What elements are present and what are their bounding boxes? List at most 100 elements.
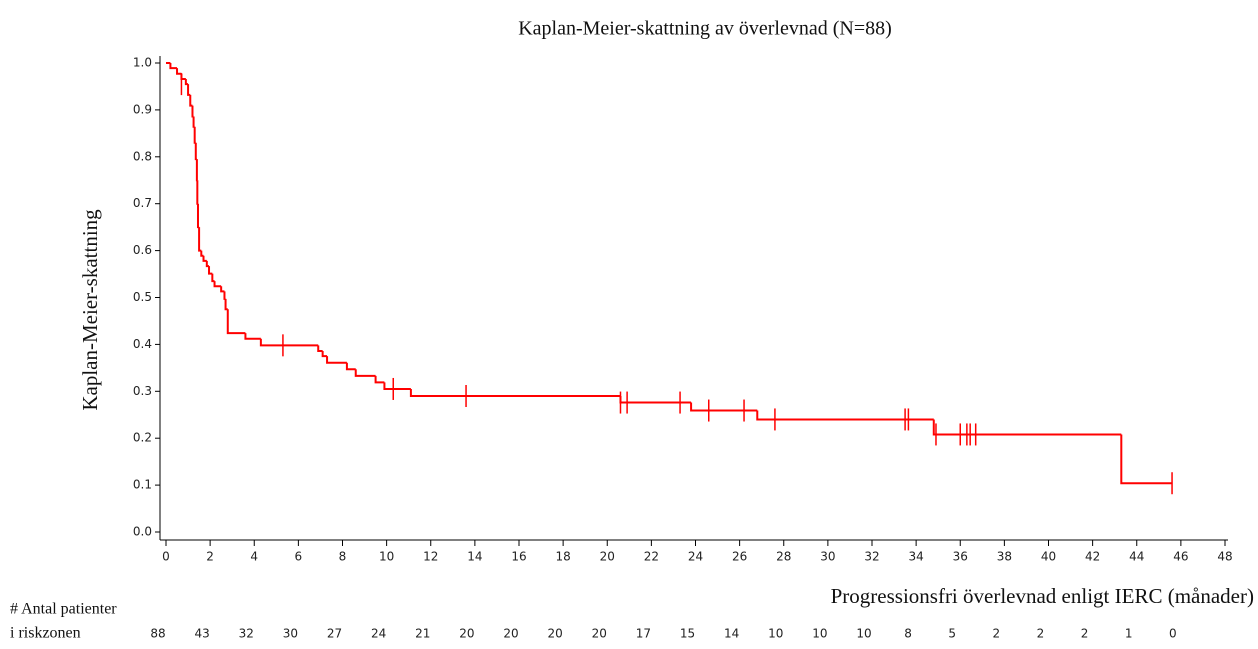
at-risk-count: 88 xyxy=(150,627,165,641)
at-risk-count: 43 xyxy=(194,627,209,641)
at-risk-count: 32 xyxy=(239,627,254,641)
km-step xyxy=(199,227,201,250)
x-tick-label: 26 xyxy=(732,550,747,564)
at-risk-count: 10 xyxy=(856,627,871,641)
km-step xyxy=(261,339,318,346)
km-step xyxy=(188,84,190,95)
at-risk-count: 27 xyxy=(327,627,342,641)
km-step xyxy=(323,351,327,356)
x-tick-label: 44 xyxy=(1129,550,1144,564)
at-risk-count: 10 xyxy=(768,627,783,641)
x-tick-label: 8 xyxy=(339,550,347,564)
at-risk-count: 14 xyxy=(724,627,739,641)
at-risk-count: 20 xyxy=(503,627,518,641)
y-tick-label: 0.7 xyxy=(133,196,152,210)
km-step xyxy=(691,403,757,411)
x-tick-label: 40 xyxy=(1041,550,1056,564)
y-tick-label: 0.8 xyxy=(133,149,152,163)
km-step xyxy=(195,127,196,143)
at-risk-count: 20 xyxy=(547,627,562,641)
x-tick-label: 34 xyxy=(908,550,923,564)
km-step xyxy=(376,376,385,383)
km-step xyxy=(411,389,621,396)
y-tick-label: 0.2 xyxy=(133,431,152,445)
x-axis-label: Progressionsfri överlevnad enligt IERC (… xyxy=(831,584,1254,608)
km-step xyxy=(224,291,225,299)
x-tick-label: 46 xyxy=(1173,550,1188,564)
km-step xyxy=(177,68,181,74)
x-tick-label: 14 xyxy=(467,550,482,564)
km-step xyxy=(192,106,193,117)
y-tick-label: 0.6 xyxy=(133,243,152,257)
km-step xyxy=(207,261,209,266)
x-tick-label: 24 xyxy=(688,550,703,564)
km-step xyxy=(245,333,260,339)
y-tick-label: 0.0 xyxy=(133,525,152,539)
km-step xyxy=(356,369,376,376)
at-risk-count: 30 xyxy=(283,627,298,641)
chart-title: Kaplan-Meier-skattning av överlevnad (N=… xyxy=(518,18,892,40)
x-tick-label: 18 xyxy=(555,550,570,564)
y-tick-label: 0.1 xyxy=(133,478,152,492)
x-tick-label: 48 xyxy=(1217,550,1232,564)
x-tick-label: 0 xyxy=(162,550,170,564)
km-step xyxy=(194,116,195,126)
at-risk-count: 2 xyxy=(1081,627,1089,641)
x-tick-label: 22 xyxy=(644,550,659,564)
x-tick-label: 4 xyxy=(250,550,258,564)
x-tick-label: 38 xyxy=(997,550,1012,564)
at-risk-count: 20 xyxy=(459,627,474,641)
x-tick-label: 32 xyxy=(864,550,879,564)
at-risk-count: 0 xyxy=(1169,627,1177,641)
y-tick-label: 0.5 xyxy=(133,290,152,304)
at-risk-count: 1 xyxy=(1125,627,1133,641)
risk-table-label: i riskzonen xyxy=(10,625,81,642)
x-tick-label: 42 xyxy=(1085,550,1100,564)
km-step xyxy=(221,286,224,291)
x-tick-label: 16 xyxy=(511,550,526,564)
km-step xyxy=(934,419,1122,434)
at-risk-count: 10 xyxy=(812,627,827,641)
at-risk-count: 20 xyxy=(592,627,607,641)
at-risk-count: 15 xyxy=(680,627,695,641)
x-tick-label: 2 xyxy=(206,550,214,564)
km-step xyxy=(757,411,934,420)
x-tick-label: 12 xyxy=(423,550,438,564)
at-risk-count: 21 xyxy=(415,627,430,641)
at-risk-count: 8 xyxy=(904,627,912,641)
km-step xyxy=(384,382,410,389)
km-step xyxy=(209,266,212,274)
x-tick-label: 20 xyxy=(600,550,615,564)
at-risk-count: 2 xyxy=(993,627,1001,641)
at-risk-count: 2 xyxy=(1037,627,1045,641)
y-tick-label: 1.0 xyxy=(133,56,152,70)
y-tick-label: 0.3 xyxy=(133,384,152,398)
km-step xyxy=(204,256,207,261)
x-tick-label: 10 xyxy=(379,550,394,564)
at-risk-count: 17 xyxy=(636,627,651,641)
y-tick-label: 0.4 xyxy=(133,337,152,351)
km-step xyxy=(201,251,203,256)
km-step xyxy=(170,63,177,68)
km-step xyxy=(347,363,356,370)
y-axis-label: Kaplan-Meier-skattning xyxy=(78,209,102,411)
x-tick-label: 36 xyxy=(953,550,968,564)
risk-table-label: # Antal patienter xyxy=(10,601,117,618)
km-step xyxy=(197,180,198,203)
km-step xyxy=(196,143,197,159)
km-step xyxy=(215,281,222,286)
km-step xyxy=(212,274,214,282)
x-tick-label: 6 xyxy=(295,550,303,564)
km-step xyxy=(186,79,188,84)
x-tick-label: 28 xyxy=(776,550,791,564)
at-risk-count: 5 xyxy=(948,627,956,641)
at-risk-count: 24 xyxy=(371,627,386,641)
km-step xyxy=(228,309,246,333)
km-step xyxy=(327,356,347,363)
km-step xyxy=(318,345,322,351)
km-step xyxy=(1121,434,1172,483)
km-step xyxy=(198,204,199,227)
x-tick-label: 30 xyxy=(820,550,835,564)
km-step xyxy=(190,95,192,106)
